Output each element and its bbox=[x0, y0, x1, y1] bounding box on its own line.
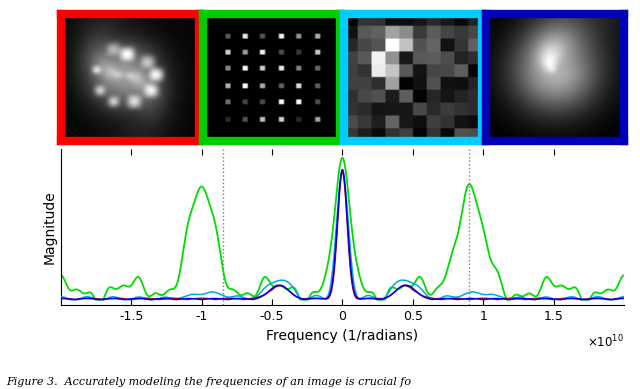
Y-axis label: Magnitude: Magnitude bbox=[43, 191, 56, 264]
X-axis label: Frequency (1/radians): Frequency (1/radians) bbox=[266, 329, 419, 343]
Text: Figure 3.  Accurately modeling the frequencies of an image is crucial fo: Figure 3. Accurately modeling the freque… bbox=[6, 377, 412, 387]
Text: $\times 10^{10}$: $\times 10^{10}$ bbox=[588, 333, 624, 350]
